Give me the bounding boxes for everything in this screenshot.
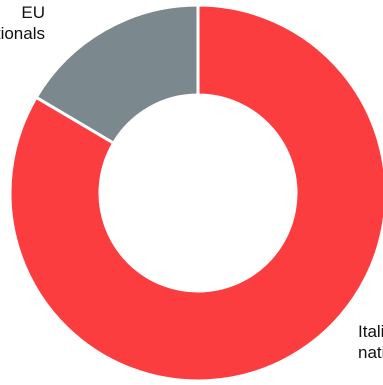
slice-label-0-line-0: Italian (358, 322, 383, 341)
slice-label-0-line-1: nationals (358, 343, 383, 362)
slice-label-1-line-1: nationals (0, 24, 45, 43)
slice-label-1-line-0: EU (21, 3, 45, 22)
slice-label-1: EU nationals (0, 3, 45, 43)
donut-slices (8, 3, 383, 383)
slice-labels: Italian nationals EU nationals (0, 3, 383, 362)
slice-label-0: Italian nationals (358, 322, 383, 362)
donut-slice-0 (8, 3, 383, 383)
donut-slice-1 (34, 3, 200, 146)
